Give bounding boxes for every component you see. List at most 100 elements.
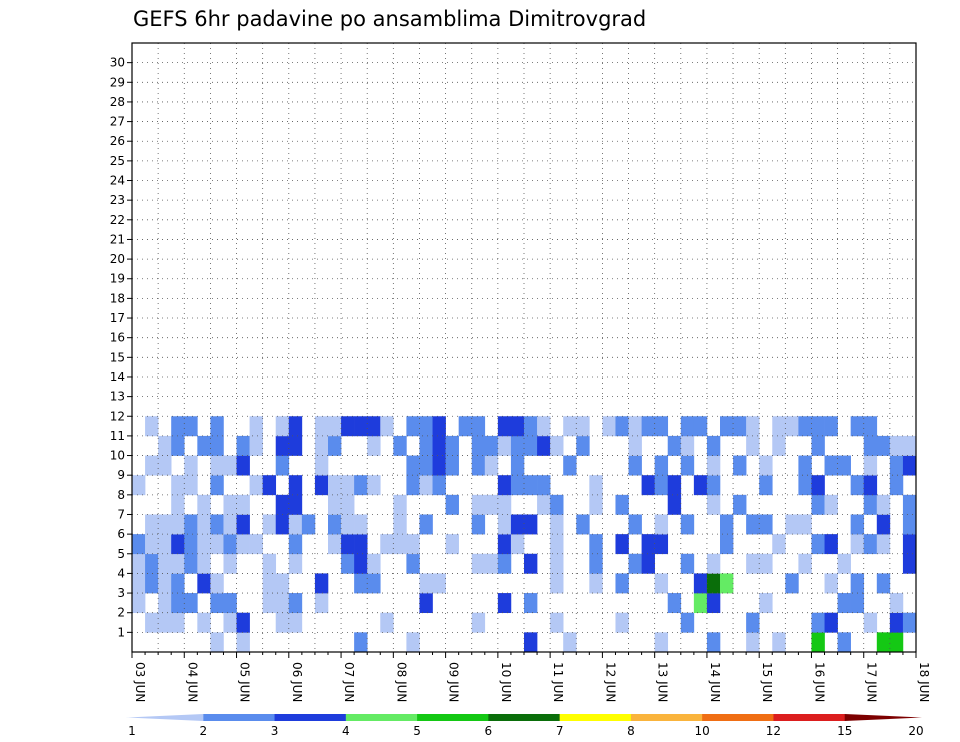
x-tick-label: 03 JUN <box>133 662 147 702</box>
cell <box>406 553 420 574</box>
cell <box>550 534 564 555</box>
cell <box>876 514 891 535</box>
cell <box>785 573 799 594</box>
cell <box>615 612 629 633</box>
y-tick-label: 27 <box>110 115 125 129</box>
cell <box>863 435 878 456</box>
cell <box>484 494 499 515</box>
cell <box>301 514 316 535</box>
cell <box>288 514 303 535</box>
y-tick-label: 6 <box>117 527 125 541</box>
cell <box>458 416 473 437</box>
cell <box>210 534 224 555</box>
colorbar-label: 20 <box>908 724 923 738</box>
cell <box>850 593 865 614</box>
cell <box>811 494 825 515</box>
cell <box>184 593 198 614</box>
cell <box>550 514 564 535</box>
cell <box>171 612 185 633</box>
cell <box>537 416 551 437</box>
cell <box>145 553 159 574</box>
x-tick-label: 17 JUN <box>865 662 879 702</box>
x-axis: 03 JUN 04 JUN 05 JUN 06 JUN 07 JUN 08 JUN 09 J… <box>131 652 931 702</box>
cell <box>471 455 486 476</box>
colorbar-label: 12 <box>766 724 781 738</box>
cell <box>484 553 499 574</box>
y-tick-label: 17 <box>110 311 125 325</box>
cell <box>550 612 564 633</box>
cell <box>223 534 237 555</box>
cell <box>158 573 172 594</box>
colorbar-label: 6 <box>485 724 493 738</box>
cell <box>275 612 290 633</box>
cell <box>184 553 198 574</box>
y-tick-label: 21 <box>110 232 125 246</box>
cell <box>236 494 250 515</box>
cell <box>158 534 172 555</box>
cell <box>314 435 329 456</box>
cell <box>863 612 878 633</box>
cell <box>497 475 512 496</box>
cell <box>876 494 891 515</box>
x-tick-label: 14 JUN <box>708 662 722 702</box>
cell <box>132 475 146 496</box>
colorbar-label: 3 <box>271 724 279 738</box>
cell <box>223 553 237 574</box>
cell <box>471 435 486 456</box>
y-tick-label: 1 <box>117 625 125 639</box>
x-tick-label: 10 JUN <box>499 662 513 702</box>
cell <box>314 455 329 476</box>
y-tick-label: 23 <box>110 193 125 207</box>
cell <box>524 475 538 496</box>
cell <box>706 593 721 614</box>
cell <box>889 435 904 456</box>
colorbar-swatch <box>274 714 347 721</box>
cell <box>184 455 198 476</box>
cell <box>889 455 904 476</box>
cell <box>759 475 773 496</box>
y-tick-label: 9 <box>117 468 125 482</box>
cell <box>889 475 904 496</box>
cell <box>772 534 786 555</box>
cell <box>693 573 708 594</box>
cell <box>445 534 459 555</box>
cell <box>145 416 159 437</box>
cell <box>132 593 146 614</box>
cell <box>798 475 812 496</box>
cell <box>288 534 303 555</box>
colorbar-label: 1 <box>128 724 136 738</box>
cell <box>406 632 420 653</box>
cell <box>210 416 224 437</box>
cell <box>733 455 747 476</box>
cell <box>171 435 185 456</box>
cell <box>497 514 512 535</box>
cell <box>615 494 629 515</box>
cell <box>484 455 499 476</box>
cell <box>628 455 642 476</box>
cell <box>328 534 342 555</box>
cell <box>288 494 303 515</box>
cell <box>171 514 185 535</box>
cell <box>524 416 538 437</box>
cell <box>746 435 760 456</box>
cell <box>145 612 159 633</box>
cell <box>210 632 224 653</box>
cell <box>759 593 773 614</box>
cell <box>589 475 603 496</box>
cell <box>706 573 721 594</box>
y-tick-label: 16 <box>110 331 125 345</box>
cell <box>798 553 812 574</box>
cell <box>367 475 381 496</box>
y-tick-label: 28 <box>110 95 125 109</box>
cell <box>210 475 224 496</box>
cell <box>275 573 290 594</box>
cell <box>772 632 786 653</box>
cell <box>197 553 211 574</box>
cell <box>667 593 682 614</box>
cell <box>524 553 538 574</box>
cell <box>367 416 381 437</box>
cell <box>902 494 917 515</box>
cell <box>419 514 433 535</box>
cell <box>537 435 551 456</box>
cell <box>537 494 551 515</box>
